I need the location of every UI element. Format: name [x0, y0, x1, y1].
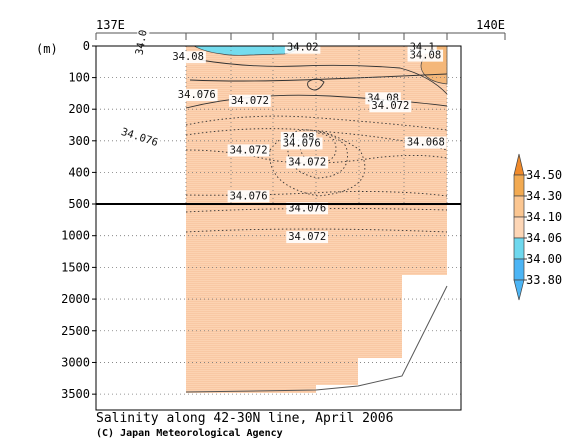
contour-label: 34.076	[117, 125, 162, 150]
x-tick-label-137E: 137E	[96, 18, 125, 32]
contour-dotted	[269, 129, 366, 197]
colorbar-label: 34.30	[526, 189, 562, 203]
svg-text:34.076: 34.076	[283, 137, 321, 149]
svg-text:34.072: 34.072	[288, 156, 326, 168]
colorbar-label: 34.10	[526, 210, 562, 224]
svg-text:34.076: 34.076	[178, 89, 216, 101]
svg-text:34.08: 34.08	[410, 50, 442, 62]
contour-dotted	[185, 128, 448, 151]
svg-text:34.072: 34.072	[230, 144, 268, 156]
colorbar-segment	[513, 174, 525, 197]
contour-label: 34.076	[280, 137, 323, 150]
colorbar-bottom-arrow	[513, 279, 525, 301]
y-tick-label: 300	[68, 134, 90, 148]
credit-text: (C) Japan Meteorological Agency	[96, 428, 283, 439]
contour-label: 34.072	[369, 100, 412, 113]
contour-label: 34.076	[175, 89, 218, 102]
svg-text:34.08: 34.08	[172, 51, 204, 63]
contour-label: 34.08	[170, 51, 206, 64]
y-tick-label: 1000	[61, 229, 90, 243]
x-tick-label-140E: 140E	[476, 18, 505, 32]
y-tick-label: 0	[83, 39, 90, 53]
gridlines	[96, 46, 461, 395]
y-axis-unit-label: (m)	[36, 42, 58, 56]
y-tick-labels: 0 100 200 300 400 500 1000 1500 2000 2500 3000 3500	[61, 39, 96, 401]
contour-label: 34.08	[407, 49, 444, 62]
contour-label: 34.072	[286, 156, 329, 169]
svg-text:34.02: 34.02	[287, 42, 319, 54]
contour-label: 34.068	[404, 136, 447, 149]
y-tick-label: 200	[68, 102, 90, 116]
colorbar-top-arrow	[513, 153, 525, 176]
svg-text:34.076: 34.076	[288, 202, 326, 214]
contour-dotted	[185, 191, 448, 197]
contour-label: 34.072	[286, 231, 329, 244]
field-upper-panel	[186, 46, 447, 204]
svg-text:34.072: 34.072	[371, 100, 409, 112]
chart-title: Salinity along 42-30N line, April 2006	[96, 411, 394, 426]
contour-dotted	[185, 228, 448, 233]
y-tick-label: 2000	[61, 292, 90, 306]
svg-text:34.068: 34.068	[407, 137, 445, 149]
contour-lines	[185, 59, 448, 233]
top-longitude-ruler: 137E 140E	[95, 18, 506, 40]
contour-solid	[185, 94, 448, 109]
colorbar-segment	[513, 216, 525, 239]
contour-label: 34.072	[228, 94, 271, 107]
plot-frames	[95, 45, 462, 411]
salinity-field	[185, 45, 448, 393]
contour-dotted	[185, 115, 448, 131]
colorbar-label: 33.80	[526, 273, 562, 287]
colorbar-segment	[513, 195, 525, 218]
colorbar-segment	[513, 237, 525, 260]
contour-label: 34.076	[227, 190, 270, 203]
colorbar-label: 34.06	[526, 231, 562, 245]
svg-text:34.076: 34.076	[120, 126, 160, 149]
contour-solid	[189, 73, 448, 82]
contour-label: 34.076	[286, 202, 329, 215]
svg-text:34.072: 34.072	[231, 95, 269, 107]
y-tick-label: 100	[68, 71, 90, 85]
contour-label: 34.072	[227, 144, 270, 157]
contour-dotted	[299, 132, 337, 165]
svg-text:34.076: 34.076	[230, 190, 268, 202]
y-tick-label: 500	[68, 197, 90, 211]
y-tick-label: 2500	[61, 324, 90, 338]
y-tick-label: 1500	[61, 260, 90, 274]
svg-text:34.0: 34.0	[133, 29, 149, 56]
contour-label: 34.02	[284, 41, 321, 54]
colorbar-label: 34.50	[526, 168, 562, 182]
contour-label: 34.0	[133, 27, 151, 58]
contour-dotted	[185, 207, 448, 213]
colorbar-segment	[513, 258, 525, 281]
seafloor-profile	[185, 285, 448, 393]
colorbar-label: 34.00	[526, 252, 562, 266]
y-tick-label: 400	[68, 165, 90, 179]
y-tick-label: 3000	[61, 355, 90, 369]
field-lower-panel	[186, 204, 447, 393]
colorbar: 34.50 34.30 34.10 34.06 34.00 33.80	[513, 153, 562, 301]
seafloor-line	[185, 285, 448, 393]
svg-text:34.072: 34.072	[288, 231, 326, 243]
y-tick-label: 3500	[61, 387, 90, 401]
